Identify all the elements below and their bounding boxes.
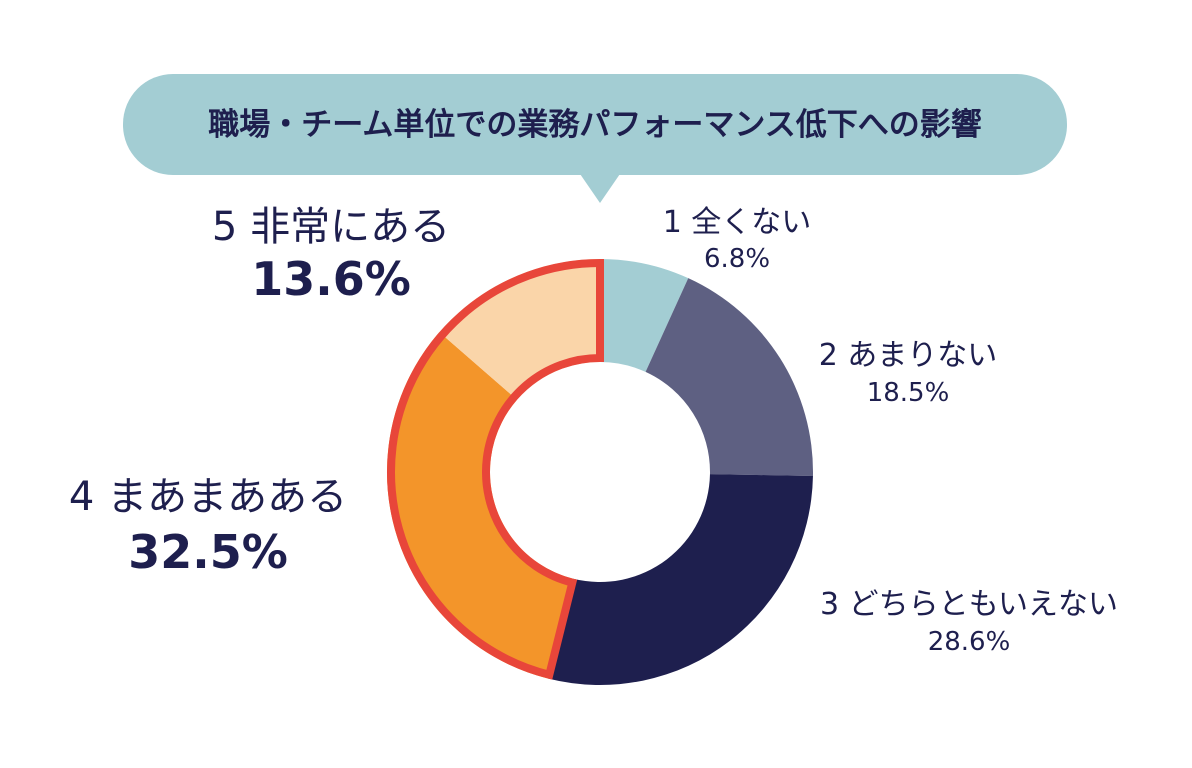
slice-value-5: 13.6% [251,252,411,306]
slice-label-4: 4 まあまあある [69,474,347,520]
slice-4 [386,332,574,679]
slice-label-2: 2 あまりない [819,338,998,373]
slice-label-1: 1 全くない [663,205,812,240]
slice-label-3: 3 どちらともいえない [820,587,1118,622]
slice-3 [548,474,813,685]
title-bubble: 職場・チーム単位での業務パフォーマンス低下への影響 [123,74,1067,203]
title-bubble-pointer [578,171,622,203]
slice-value-1: 6.8% [704,244,770,274]
slice-labels: 1 全くない 6.8% 2 あまりない 18.5% 3 どちらともいえない 28… [69,204,1118,657]
slice-label-5: 5 非常にある [212,204,450,250]
slice-2 [645,278,813,477]
highlight-outline [387,258,604,680]
title-bubble-body [123,74,1067,175]
slice-value-2: 18.5% [867,378,950,408]
slice-1 [600,259,689,372]
slice-value-4: 32.5% [128,525,288,579]
slice-value-3: 28.6% [928,627,1011,657]
chart-title: 職場・チーム単位での業務パフォーマンス低下への影響 [208,107,981,143]
